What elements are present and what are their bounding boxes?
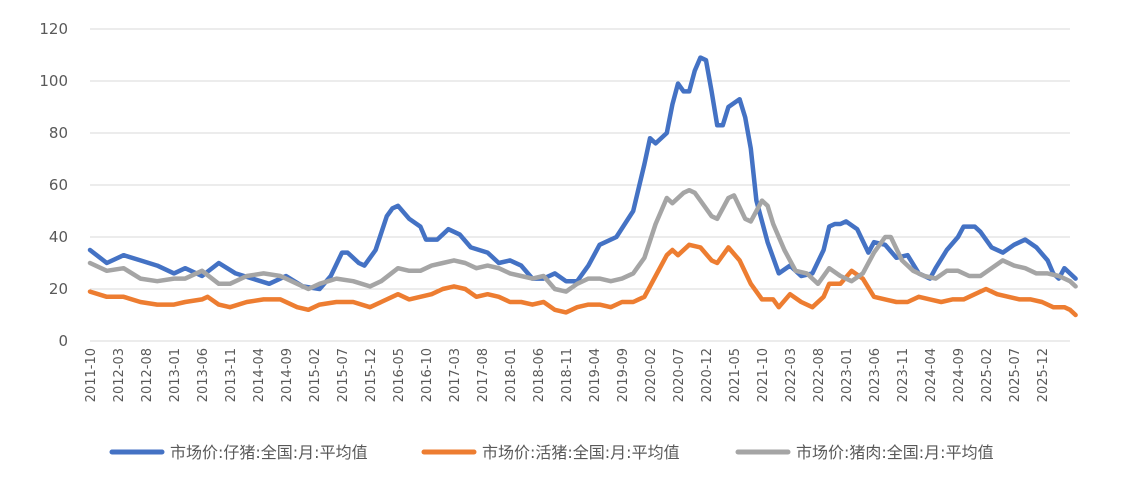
x-tick-label: 2014-04 bbox=[252, 348, 267, 402]
x-tick-label: 2013-01 bbox=[168, 348, 183, 402]
x-tick-label: 2012-03 bbox=[112, 348, 127, 402]
x-tick-label: 2016-10 bbox=[420, 348, 435, 402]
x-tick-label: 2021-05 bbox=[728, 348, 743, 402]
x-tick-label: 2013-06 bbox=[196, 348, 211, 402]
x-tick-label: 2015-07 bbox=[336, 348, 351, 402]
x-tick-label: 2017-08 bbox=[476, 348, 491, 402]
x-tick-label: 2019-04 bbox=[588, 348, 603, 402]
x-tick-label: 2020-02 bbox=[644, 348, 659, 402]
x-tick-label: 2017-03 bbox=[448, 348, 463, 402]
x-tick-label: 2025-12 bbox=[1036, 348, 1051, 402]
x-axis-tick-labels: 2011-10 2012-03 2012-08 2013-01 2013-06 2013-… bbox=[84, 348, 1051, 402]
y-tick-label: 80 bbox=[49, 124, 68, 142]
series-line-2 bbox=[87, 242, 1078, 318]
x-tick-label: 2023-06 bbox=[868, 348, 883, 402]
gridlines bbox=[90, 28, 1070, 342]
y-tick-label: 20 bbox=[49, 280, 68, 298]
x-tick-label: 2019-09 bbox=[616, 348, 631, 402]
y-tick-label: 0 bbox=[58, 332, 68, 350]
x-tick-label: 2018-06 bbox=[532, 348, 547, 402]
x-tick-label: 2016-05 bbox=[392, 348, 407, 402]
series-lines bbox=[87, 55, 1078, 318]
series-line-1 bbox=[87, 55, 1078, 292]
x-tick-label: 2020-07 bbox=[672, 348, 687, 402]
legend-label-1: 市场价:仔猪:全国:月:平均值 bbox=[170, 443, 368, 462]
legend: 市场价:仔猪:全国:月:平均值 市场价:活猪:全国:月:平均值 市场价:猪肉:全国:… bbox=[109, 443, 994, 462]
legend-label-3: 市场价:猪肉:全国:月:平均值 bbox=[796, 443, 994, 462]
x-tick-label: 2021-10 bbox=[756, 348, 771, 402]
y-tick-label: 100 bbox=[39, 72, 68, 90]
x-tick-label: 2024-04 bbox=[924, 348, 939, 402]
x-tick-label: 2018-01 bbox=[504, 348, 519, 402]
series-line-3 bbox=[87, 187, 1078, 294]
x-tick-label: 2020-12 bbox=[700, 348, 715, 402]
y-tick-label: 40 bbox=[49, 228, 68, 246]
y-tick-label: 60 bbox=[49, 176, 68, 194]
x-tick-label: 2025-02 bbox=[980, 348, 995, 402]
legend-label-2: 市场价:活猪:全国:月:平均值 bbox=[482, 443, 680, 462]
x-tick-label: 2025-07 bbox=[1008, 348, 1023, 402]
y-tick-label: 120 bbox=[39, 20, 68, 38]
x-tick-label: 2014-09 bbox=[280, 348, 295, 402]
x-tick-label: 2011-10 bbox=[84, 348, 99, 402]
x-tick-label: 2015-02 bbox=[308, 348, 323, 402]
x-tick-label: 2023-01 bbox=[840, 348, 855, 402]
x-tick-label: 2022-03 bbox=[784, 348, 799, 402]
x-tick-label: 2018-11 bbox=[560, 348, 575, 402]
x-tick-label: 2022-08 bbox=[812, 348, 827, 402]
x-tick-label: 2024-09 bbox=[952, 348, 967, 402]
y-axis-tick-labels: 0 20 40 60 80 100 120 bbox=[39, 20, 68, 350]
x-tick-label: 2013-11 bbox=[224, 348, 239, 402]
x-tick-label: 2023-11 bbox=[896, 348, 911, 402]
x-tick-label: 2012-08 bbox=[140, 348, 155, 402]
x-tick-label: 2015-12 bbox=[364, 348, 379, 402]
